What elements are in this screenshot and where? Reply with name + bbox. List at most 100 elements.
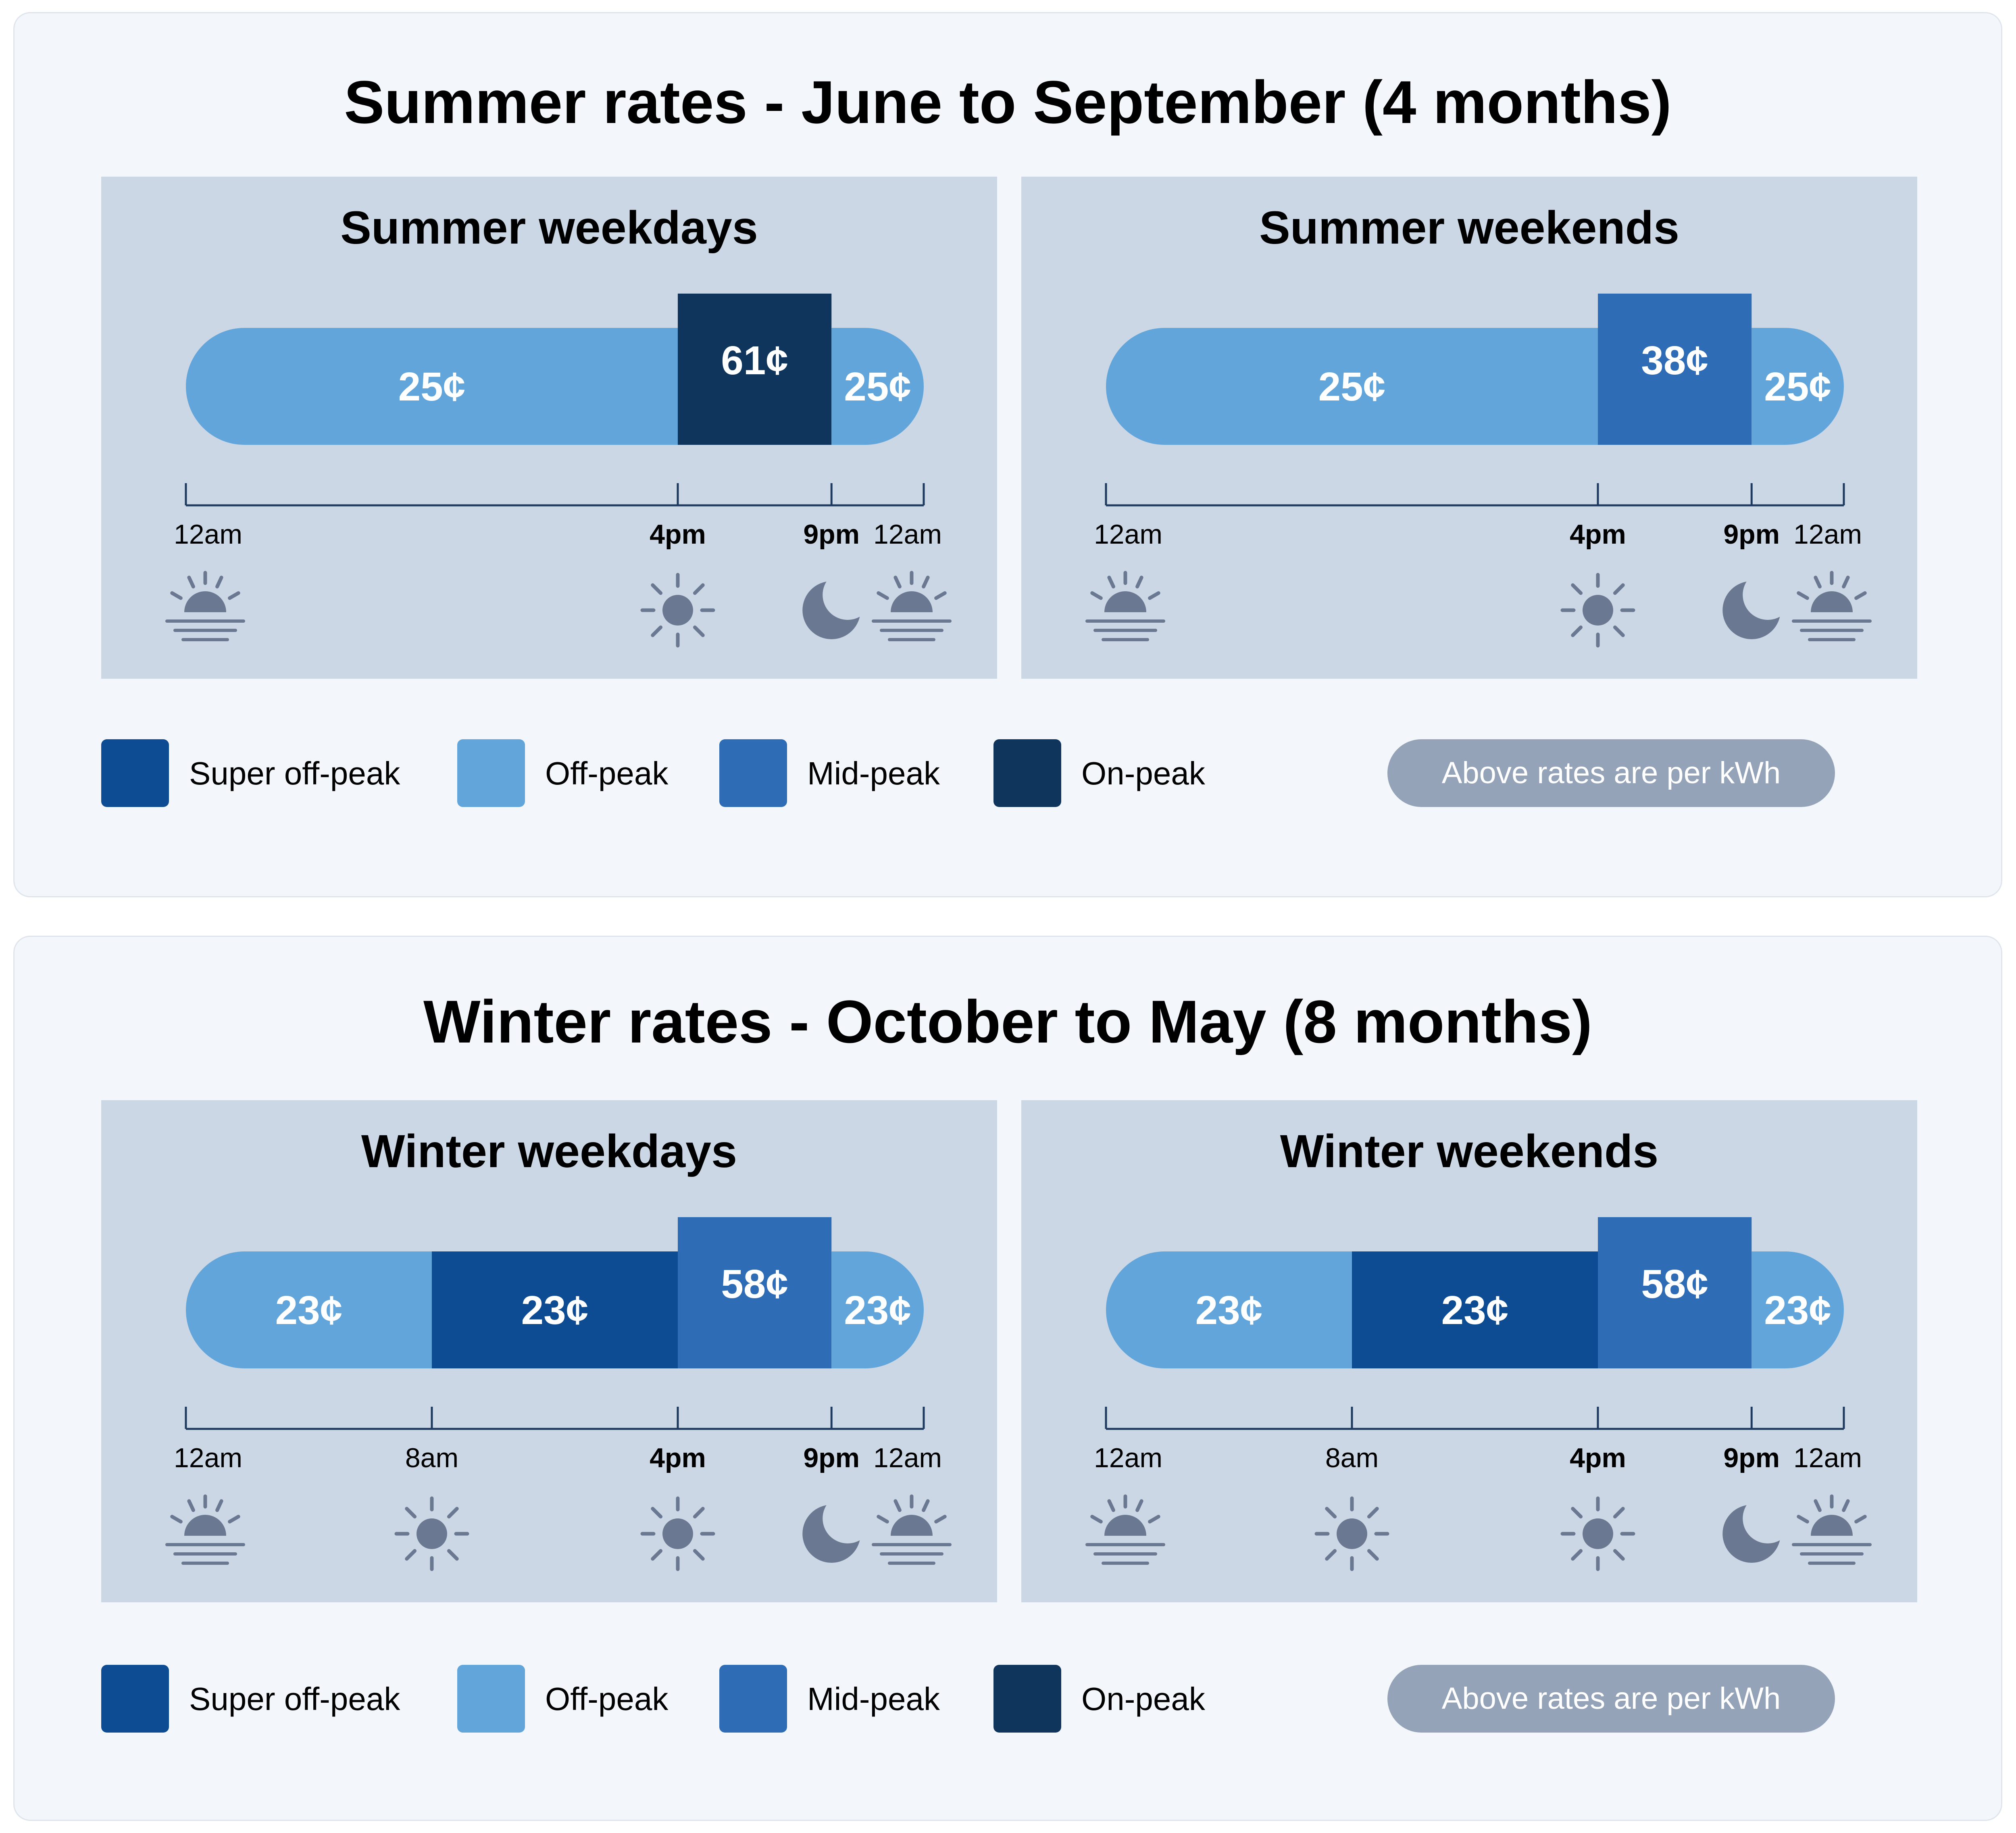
time-axis: 12am 8am 4pm 9pm 12am: [1094, 1407, 1862, 1473]
rate-label: 25¢: [1764, 364, 1831, 409]
rate-label: 23¢: [844, 1288, 911, 1333]
tick-label: 9pm: [803, 519, 860, 550]
tick-label: 4pm: [650, 519, 706, 550]
summer-section: Summer rates - June to September (4 mont…: [13, 12, 2002, 897]
rate-label: 61¢: [721, 338, 788, 383]
legend-label: Off-peak: [545, 1681, 669, 1717]
time-axis: 12am 4pm 9pm 12am: [1094, 483, 1862, 550]
rate-note-badge: Above rates are per kWh: [1387, 739, 1835, 807]
sunrise-icon: [1792, 1494, 1872, 1565]
rate-bar: 25¢ 61¢ 25¢: [186, 294, 924, 445]
rate-label: 25¢: [1318, 364, 1386, 409]
rate-label: 25¢: [398, 364, 466, 409]
tick-label: 4pm: [650, 1443, 706, 1473]
legend-swatch: [457, 739, 525, 807]
tick-label: 12am: [873, 1443, 942, 1473]
panel-title: Winter weekends: [1280, 1126, 1659, 1177]
rate-label: 23¢: [275, 1288, 343, 1333]
rate-segment-off-peak: [831, 1251, 924, 1368]
legend-label: On-peak: [1081, 1681, 1205, 1717]
rate-label: 25¢: [844, 364, 911, 409]
sun-icon: [1560, 573, 1635, 648]
legend: Super off-peak Off-peak Mid-peak On-peak…: [101, 739, 1956, 808]
season-title: Summer rates - June to September (4 mont…: [344, 68, 1672, 136]
sunrise-icon: [1792, 571, 1872, 641]
tick-label: 12am: [174, 519, 242, 550]
panel-winter-weekdays: Winter weekdays 23¢ 23¢ 58¢ 23¢ 12am 8am 4pm 9p…: [101, 1100, 997, 1602]
rate-bar: 23¢ 23¢ 58¢ 23¢: [186, 1217, 924, 1368]
legend-label: Mid-peak: [807, 1681, 940, 1717]
legend-swatch: [719, 1665, 787, 1733]
rate-timeline: 23¢ 23¢ 58¢ 23¢ 12am 8am 4pm 9pm 12am: [1085, 1217, 1872, 1571]
rate-segment-off-peak: [1752, 1251, 1844, 1368]
rate-label: 58¢: [721, 1262, 788, 1307]
tick-label: 12am: [873, 519, 942, 550]
rate-segment-off-peak: [1752, 328, 1844, 445]
rate-timeline: 23¢ 23¢ 58¢ 23¢ 12am 8am 4pm 9pm 12am: [165, 1217, 952, 1571]
moon-icon: [1722, 1505, 1781, 1563]
legend: Super off-peak Off-peak Mid-peak On-peak…: [101, 1665, 1956, 1733]
legend-swatch: [719, 739, 787, 807]
sunrise-icon: [872, 571, 952, 641]
sunrise-icon: [872, 1494, 952, 1565]
rate-timeline: 25¢ 61¢ 25¢ 12am 4pm 9pm 12am: [165, 294, 952, 648]
tick-label: 8am: [405, 1443, 458, 1473]
rate-timeline: 25¢ 38¢ 25¢ 12am 4pm 9pm 12am: [1085, 294, 1872, 648]
panel-title: Summer weekdays: [340, 202, 758, 254]
sunrise-icon: [165, 1494, 245, 1565]
sun-icon: [640, 573, 715, 648]
rate-segment-off-peak: [831, 328, 924, 445]
rate-label: 23¢: [1764, 1288, 1831, 1333]
legend-swatch: [101, 1665, 169, 1733]
tick-label: 12am: [1094, 519, 1162, 550]
legend-swatch: [993, 1665, 1061, 1733]
tick-label: 12am: [174, 1443, 242, 1473]
legend-swatch: [993, 739, 1061, 807]
sunrise-icon: [1085, 571, 1165, 641]
rate-bar: 23¢ 23¢ 58¢ 23¢: [1106, 1217, 1844, 1368]
rate-segment-mid-peak: [1598, 294, 1752, 445]
sunrise-icon: [1085, 1494, 1165, 1565]
moon-icon: [802, 581, 861, 639]
rate-segment-on-peak: [678, 294, 832, 445]
legend-swatch: [101, 739, 169, 807]
rate-segment-mid-peak: [678, 1217, 832, 1368]
legend-label: Super off-peak: [189, 755, 400, 791]
rate-segment-off-peak: [186, 328, 678, 445]
tick-label: 12am: [1793, 519, 1862, 550]
time-axis: 12am 4pm 9pm 12am: [174, 483, 942, 550]
rate-bar: 25¢ 38¢ 25¢: [1106, 294, 1844, 445]
tick-label: 8am: [1325, 1443, 1379, 1473]
winter-section: Winter rates - October to May (8 months)…: [13, 936, 2002, 1821]
panel-summer-weekends: Summer weekends 25¢ 38¢ 25¢ 12am 4pm 9pm 12am: [1021, 177, 1917, 679]
tick-label: 9pm: [1723, 519, 1780, 550]
sun-icon: [1314, 1496, 1389, 1571]
season-title: Winter rates - October to May (8 months): [423, 988, 1592, 1055]
rate-label: 23¢: [1195, 1288, 1263, 1333]
rate-label: 23¢: [1441, 1288, 1509, 1333]
panel-summer-weekdays: Summer weekdays 25¢ 61¢ 25¢ 12am 4pm 9pm 12am: [101, 177, 997, 679]
sun-icon: [640, 1496, 715, 1571]
legend-label: Mid-peak: [807, 755, 940, 791]
legend-label: Super off-peak: [189, 1681, 400, 1717]
tick-label: 4pm: [1570, 519, 1626, 550]
moon-icon: [1722, 581, 1781, 639]
rate-label: 58¢: [1641, 1262, 1708, 1307]
moon-icon: [802, 1505, 861, 1563]
legend-swatch: [457, 1665, 525, 1733]
sun-icon: [1560, 1496, 1635, 1571]
tick-label: 12am: [1793, 1443, 1862, 1473]
legend-label: Off-peak: [545, 755, 669, 791]
tick-label: 12am: [1094, 1443, 1162, 1473]
rate-segment-off-peak: [1106, 1251, 1352, 1368]
rate-segment-super-off-peak: [1352, 1251, 1598, 1368]
sunrise-icon: [165, 571, 245, 641]
tick-label: 4pm: [1570, 1443, 1626, 1473]
panel-winter-weekends: Winter weekends 23¢ 23¢ 58¢ 23¢ 12am 8am 4pm 9p…: [1021, 1100, 1917, 1602]
legend-label: On-peak: [1081, 755, 1205, 791]
rate-note-badge: Above rates are per kWh: [1387, 1665, 1835, 1733]
rate-segment-super-off-peak: [432, 1251, 678, 1368]
tick-label: 9pm: [803, 1443, 860, 1473]
rate-label: 23¢: [521, 1288, 589, 1333]
tick-label: 9pm: [1723, 1443, 1780, 1473]
